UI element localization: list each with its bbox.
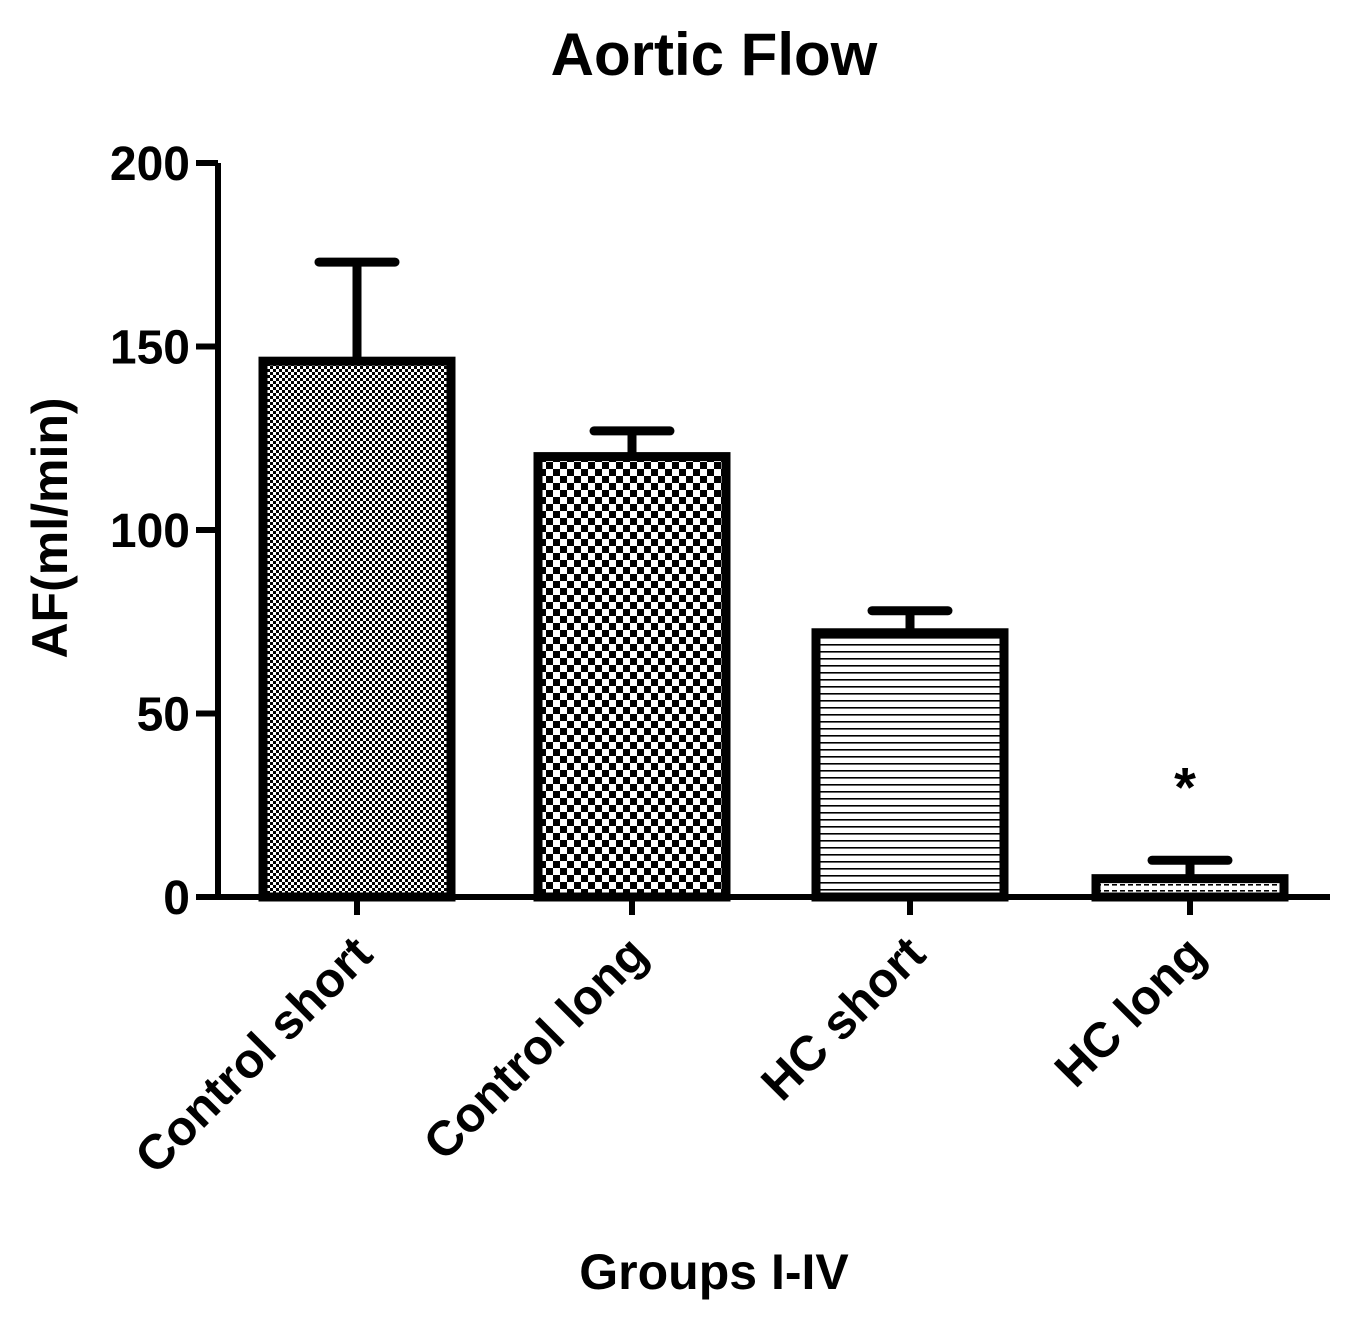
chart-title: Aortic Flow xyxy=(551,21,878,88)
bar xyxy=(533,452,731,902)
x-axis-label: Groups I-IV xyxy=(579,1244,849,1300)
x-tick-label: Control long xyxy=(414,927,658,1171)
significance-annotation: * xyxy=(1174,755,1196,818)
x-tick-label: HC long xyxy=(1045,927,1216,1098)
bar xyxy=(811,628,1009,902)
y-tick-label: 0 xyxy=(163,872,190,925)
y-tick-label: 150 xyxy=(110,322,190,375)
y-tick-label: 50 xyxy=(137,689,190,742)
y-axis-label: AF(ml/min) xyxy=(22,397,78,658)
x-tick-label: Control short xyxy=(125,927,383,1185)
y-tick-label: 100 xyxy=(110,505,190,558)
y-tick-label: 200 xyxy=(110,138,190,191)
bar xyxy=(258,356,456,902)
plot-area: * 0 50 100 150 200 Control short Control long HC… xyxy=(110,138,1330,1184)
x-tick-label: HC short xyxy=(751,927,935,1111)
